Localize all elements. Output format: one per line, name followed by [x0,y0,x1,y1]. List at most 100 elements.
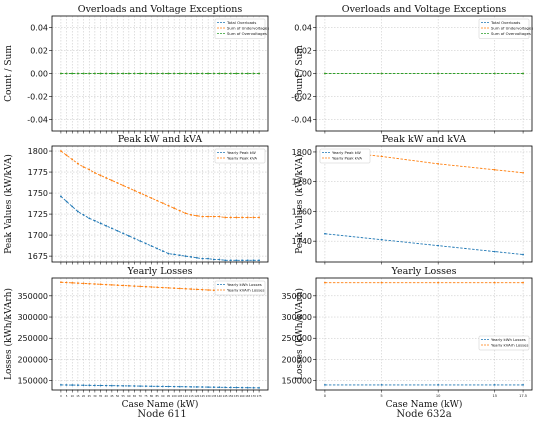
x-tick-label: 15 [492,394,497,398]
data-point [522,253,524,256]
chart-title: Yearly Losses [391,266,457,277]
data-point [224,72,227,75]
data-point [252,216,255,219]
x-tick-label: 5 [66,394,68,398]
x-tick-label: 65 [133,394,137,398]
data-point [110,384,113,387]
data-point [195,288,198,291]
data-point [77,72,79,75]
y-tick-label: 350000 [281,292,312,301]
data-point [167,252,170,255]
data-point [65,72,68,75]
data-point [93,283,96,285]
y-axis-label: Losses (kWh/kVArh) [294,288,305,380]
data-point [224,386,227,389]
legend-entry: Yearly kWh Losses [227,282,262,287]
x-tick-label: 0 [324,394,327,398]
x-tick-label: 20 [82,394,86,398]
x-tick-label: 60 [127,394,131,398]
data-point [60,195,62,198]
chart-title: Yearly Losses [127,266,193,277]
y-tick-label: 350000 [17,292,48,301]
plot-frame [315,145,533,263]
data-point [65,384,68,386]
data-point [235,259,238,262]
data-point [173,287,176,290]
x-tick-label: 80 [150,394,154,398]
data-point [150,245,153,247]
y-tick-label: 1780 [292,178,312,187]
chart-panel-n632-exc: Overloads and Voltage Exceptions 0.04 0.02… [291,4,533,134]
x-tick-label: 17.5 [519,394,527,398]
data-point [218,258,221,261]
y-tick-label: -0.02 [291,93,312,102]
data-point [150,385,153,388]
chart-panel-n632-loss: Yearly Losses350000300000250000200000150… [281,266,533,410]
legend-entry: Yearly Peak kVA [332,155,362,160]
data-point [241,259,243,262]
data-point [258,386,260,389]
data-point [246,72,249,75]
data-point [201,215,204,218]
legend-entry: Yearly Peak kW [227,150,256,155]
data-point [218,215,221,218]
data-point [144,242,147,245]
data-point [122,232,125,235]
y-tick-label: 1675 [28,252,48,261]
data-point [161,286,164,289]
y-tick-label: 250000 [17,334,48,343]
data-point [258,216,260,219]
data-point [93,219,96,222]
data-point [105,283,108,286]
plot-frame [51,277,269,391]
x-tick-label: 120 [194,394,199,398]
data-point [161,72,164,75]
data-point [493,281,496,284]
data-point [105,224,108,227]
data-point [201,386,204,388]
series-line-0 [60,384,260,389]
data-point [201,288,204,291]
data-point [133,385,136,387]
y-tick-label: 0.00 [30,70,48,79]
data-point [82,72,85,75]
data-point [258,72,260,75]
y-tick-label: 300000 [17,313,48,322]
x-tick-label: 100 [172,394,177,398]
data-point [229,386,232,389]
data-point [207,257,210,260]
data-point [167,286,170,289]
data-point [88,217,91,220]
x-tick-label: 160 [240,394,245,398]
data-point [65,200,68,203]
data-point [116,229,119,232]
legend-entry: Sum of Undervoltages [491,25,533,30]
y-axis-label: Losses (kWh/kVArh) [3,288,14,380]
data-point [161,202,164,205]
data-point [144,194,147,197]
legend-box [214,148,266,164]
data-point [60,384,62,386]
data-point [116,384,119,387]
data-point [99,72,102,75]
data-point [380,72,383,75]
data-point [144,72,147,75]
data-point [324,281,326,284]
plot-frame [51,145,269,263]
chart-title: Overloads and Voltage Exceptions [78,4,243,15]
data-point [133,237,136,240]
data-point [93,171,96,174]
data-point [195,256,198,259]
legend-entry: Yearly Peak kVA [227,155,257,160]
data-point [60,150,62,152]
x-tick-label: 85 [156,394,160,398]
x-tick-label: 155 [234,394,239,398]
x-tick-label: 45 [110,394,114,398]
data-point [522,72,524,75]
data-point [207,289,210,291]
data-point [437,244,440,247]
data-point [522,281,524,284]
data-point [150,72,153,75]
data-point [229,216,232,219]
